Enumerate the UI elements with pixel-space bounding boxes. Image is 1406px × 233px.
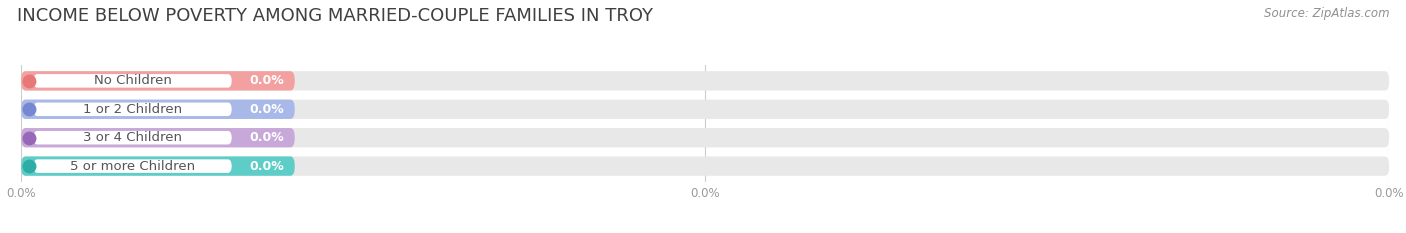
FancyBboxPatch shape [34, 159, 232, 173]
Text: Source: ZipAtlas.com: Source: ZipAtlas.com [1264, 7, 1389, 20]
FancyBboxPatch shape [21, 156, 295, 176]
Text: 0.0%: 0.0% [249, 103, 284, 116]
FancyBboxPatch shape [21, 100, 1389, 119]
Text: 3 or 4 Children: 3 or 4 Children [83, 131, 183, 144]
FancyBboxPatch shape [21, 128, 295, 147]
Text: 0.0%: 0.0% [249, 131, 284, 144]
FancyBboxPatch shape [21, 71, 1389, 91]
Text: 5 or more Children: 5 or more Children [70, 160, 195, 173]
FancyBboxPatch shape [34, 131, 232, 144]
FancyBboxPatch shape [34, 74, 232, 88]
FancyBboxPatch shape [34, 103, 232, 116]
Text: 0.0%: 0.0% [249, 74, 284, 87]
FancyBboxPatch shape [21, 128, 1389, 147]
Text: INCOME BELOW POVERTY AMONG MARRIED-COUPLE FAMILIES IN TROY: INCOME BELOW POVERTY AMONG MARRIED-COUPL… [17, 7, 652, 25]
FancyBboxPatch shape [21, 71, 295, 91]
Text: 1 or 2 Children: 1 or 2 Children [83, 103, 183, 116]
FancyBboxPatch shape [21, 100, 295, 119]
Text: No Children: No Children [94, 74, 172, 87]
Text: 0.0%: 0.0% [249, 160, 284, 173]
FancyBboxPatch shape [21, 156, 1389, 176]
